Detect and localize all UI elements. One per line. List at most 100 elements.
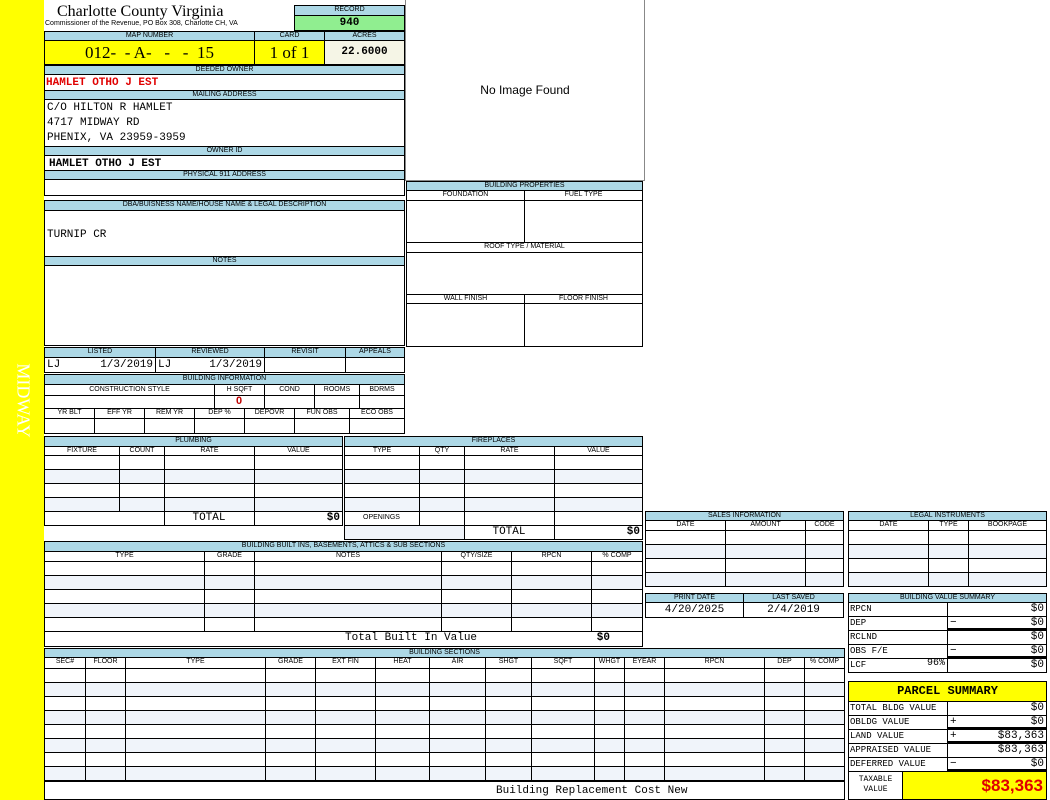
building-info-value [194, 418, 245, 434]
sections-cell [531, 738, 595, 753]
sections-cell [125, 682, 266, 697]
sections-cell [594, 752, 625, 767]
plumbing-cell [254, 483, 343, 498]
building-info-value [244, 418, 295, 434]
sections-cell [485, 668, 532, 683]
built-in-total-label: Total Built In Value [345, 632, 478, 644]
legal-cell [928, 544, 969, 559]
mailing-address-value: C/O HILTON R HAMLET 4717 MIDWAY RD PHENI… [44, 99, 405, 147]
county-title: Charlotte County Virginia [57, 3, 224, 20]
sections-cell [375, 738, 430, 753]
built-ins-total-row [44, 631, 643, 647]
sections-cell [664, 766, 765, 781]
built-ins-cell [204, 575, 255, 590]
bvs-row-label: RCLND [848, 630, 948, 645]
sections-cell [764, 738, 805, 753]
bvs-row-value: $0 [947, 658, 1047, 673]
built-ins-cell [441, 575, 512, 590]
sections-cell [594, 696, 625, 711]
built-ins-cell [441, 603, 512, 618]
built-ins-cell [254, 575, 442, 590]
sections-cell [594, 710, 625, 725]
bvs-row-value: − $0 [947, 644, 1047, 659]
last-saved-value: 2/4/2019 [743, 602, 844, 618]
acres-value: 22.6000 [324, 40, 405, 65]
sections-cell [44, 766, 86, 781]
built-ins-cell [44, 603, 205, 618]
sections-cell [315, 668, 376, 683]
built-ins-cell [204, 589, 255, 604]
bvs-amount: $0 [1030, 645, 1044, 657]
sections-cell [664, 682, 765, 697]
plumbing-cell [119, 497, 165, 512]
sections-cell [315, 682, 376, 697]
sections-cell [624, 682, 665, 697]
ps-row-label: TOTAL BLDG VALUE [848, 701, 948, 716]
fireplaces-cell [554, 497, 643, 512]
sections-cell [125, 710, 266, 725]
deeded-owner-value: HAMLET OTHO J EST [44, 74, 405, 91]
fireplaces-total-label: TOTAL [492, 526, 526, 538]
sections-cell [531, 682, 595, 697]
sections-cell [804, 724, 845, 739]
sections-cell [44, 682, 86, 697]
plumbing-cell [254, 497, 343, 512]
sections-cell [485, 682, 532, 697]
sections-cell [315, 724, 376, 739]
plumbing-cell [44, 455, 120, 470]
building-info-value [349, 418, 405, 434]
sections-cell [764, 682, 805, 697]
built-ins-cell [591, 561, 643, 576]
built-ins-cell [254, 617, 442, 632]
sections-cell [265, 682, 316, 697]
sections-cell [485, 696, 532, 711]
built-ins-cell [204, 561, 255, 576]
fuel-type-value [524, 200, 643, 243]
ps-amount: $83,363 [997, 730, 1044, 742]
wall-finish-value [406, 303, 525, 347]
print-date-value: 4/20/2025 [645, 602, 744, 618]
sections-cell [624, 752, 665, 767]
building-info-value [44, 418, 95, 434]
sections-cell [265, 696, 316, 711]
property-image: No Image Found [405, 0, 645, 181]
reviewed-value: LJ 1/3/2019 [155, 357, 265, 373]
sections-cell [804, 668, 845, 683]
built-ins-cell [441, 589, 512, 604]
sections-cell [375, 682, 430, 697]
built-ins-cell [591, 603, 643, 618]
sections-cell [85, 696, 126, 711]
roof-type-value [406, 252, 643, 295]
sales-cell [805, 572, 844, 587]
building-info-value [294, 418, 350, 434]
plumbing-total: $0 [326, 512, 340, 524]
fireplaces-cell [464, 511, 555, 526]
legal-cell [968, 558, 1047, 573]
taxable-value: $83,363 [902, 771, 1047, 800]
ps-sign: + [950, 716, 957, 728]
sections-cell [85, 710, 126, 725]
sections-cell [764, 668, 805, 683]
bvs-row-value: − $0 [947, 616, 1047, 631]
sections-cell [429, 738, 486, 753]
fireplaces-cell [419, 455, 465, 470]
sections-cell [485, 738, 532, 753]
hsqft-value: 0 [235, 395, 243, 407]
sections-cell [664, 668, 765, 683]
sections-cell [531, 766, 595, 781]
bvs-amount: $0 [1030, 631, 1044, 643]
sections-cell [265, 738, 316, 753]
fireplaces-cell [464, 469, 555, 484]
plumbing-total-label: TOTAL [192, 512, 226, 524]
plumbing-cell [164, 497, 255, 512]
ps-row-label: DEFERRED VALUE [848, 757, 948, 772]
sections-cell [44, 696, 86, 711]
sections-cell [429, 752, 486, 767]
sections-cell [44, 668, 86, 683]
built-ins-cell [511, 603, 592, 618]
building-info-value [94, 418, 145, 434]
fireplaces-cell [344, 455, 420, 470]
built-ins-cell [511, 561, 592, 576]
legal-cell [848, 558, 929, 573]
sections-cell [531, 710, 595, 725]
